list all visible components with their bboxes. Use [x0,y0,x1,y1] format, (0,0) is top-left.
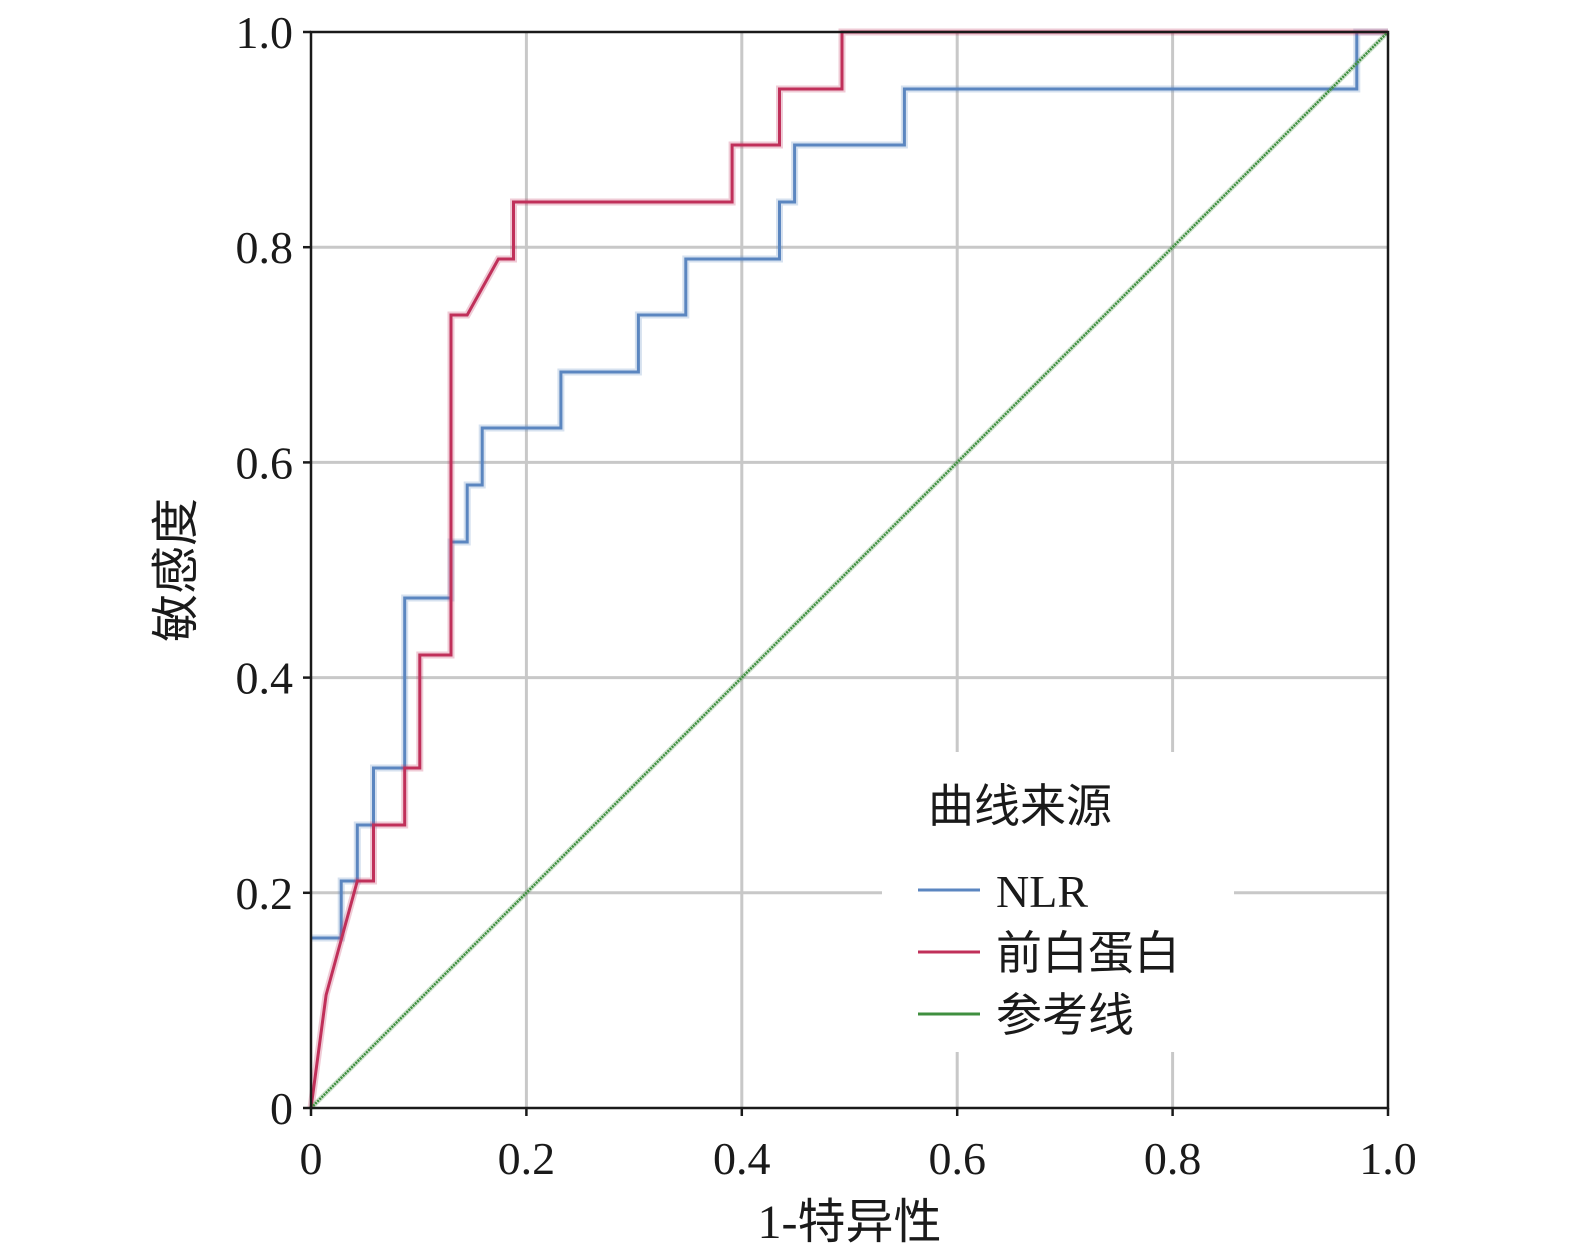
y-tick-label: 0 [270,1083,293,1134]
x-axis-title: 1-特异性 [758,1196,942,1249]
x-tick-label: 0.6 [928,1133,986,1184]
x-tick-label: 0.8 [1144,1133,1202,1184]
legend-label-2: 参考线 [996,990,1134,1041]
plot-frame [309,30,1390,1110]
legend-title: 曲线来源 [928,781,1112,832]
y-axis-title: 敏感度 [150,498,203,642]
x-axis-ticks: 0 0.2 0.4 0.6 0.8 1.0 [300,1108,1417,1184]
series-line-0 [311,30,1388,940]
grid-lines [311,32,1388,1108]
series-layer [307,28,1390,1110]
x-tick-label: 0 [300,1133,323,1184]
series-line-1 [309,30,1388,1109]
y-tick-label: 0.8 [236,222,294,273]
legend-label-0: NLR [996,866,1088,917]
series-line-2 [310,31,1389,1109]
x-tick-label: 1.0 [1359,1133,1417,1184]
y-tick-label: 0.6 [236,437,294,488]
x-tick-label: 0.2 [498,1133,556,1184]
y-tick-label: 0.2 [236,868,294,919]
x-tick-label: 0.4 [713,1133,771,1184]
y-tick-label: 1.0 [236,7,294,58]
y-tick-label: 0.4 [236,653,294,704]
y-axis-ticks: 0 0.2 0.4 0.6 0.8 1.0 [236,7,311,1134]
legend-label-1: 前白蛋白 [996,928,1180,979]
legend-background [882,752,1234,1052]
